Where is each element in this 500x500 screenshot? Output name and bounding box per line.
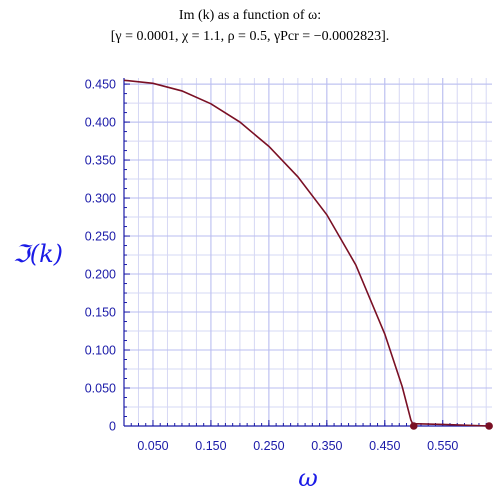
data-point-marker xyxy=(409,422,418,430)
data-point-marker xyxy=(485,422,493,430)
y-tick-label: 0.200 xyxy=(85,268,116,282)
y-axis-label: ℑ(k) xyxy=(13,240,63,268)
chart-subtitle-parameters: [γ = 0.0001, χ = 1.1, ρ = 0.5, γPcr = −0… xyxy=(110,29,390,44)
y-tick-label: 0.350 xyxy=(85,154,116,168)
y-tick-label: 0 xyxy=(109,420,116,434)
x-tick-label: 0.350 xyxy=(311,439,342,453)
x-axis-label: ω xyxy=(298,464,318,492)
x-tick-label: 0.250 xyxy=(253,439,284,453)
y-tick-label: 0.100 xyxy=(85,344,116,358)
series-line xyxy=(123,79,490,427)
x-tick-label: 0.050 xyxy=(137,439,168,453)
y-tick-label: 0.300 xyxy=(85,192,116,206)
x-tick-label: 0.150 xyxy=(195,439,226,453)
series-lines xyxy=(123,79,490,427)
y-tick-label: 0.400 xyxy=(85,116,116,130)
grid xyxy=(124,78,492,426)
tick-labels: 0.050 0.150 0.250 0.350 0.450 0.550 0 0.050 0.10… xyxy=(85,78,459,453)
axes xyxy=(123,78,492,427)
x-tick-label: 0.550 xyxy=(427,439,458,453)
chart-title: Im (k) as a function of ω: xyxy=(178,8,322,23)
x-tick-label: 0.450 xyxy=(369,439,400,453)
y-tick-label: 0.150 xyxy=(85,306,116,320)
y-tick-label: 0.050 xyxy=(85,382,116,396)
y-tick-label: 0.450 xyxy=(85,78,116,92)
y-tick-label: 0.250 xyxy=(85,230,116,244)
series-markers xyxy=(409,422,493,430)
